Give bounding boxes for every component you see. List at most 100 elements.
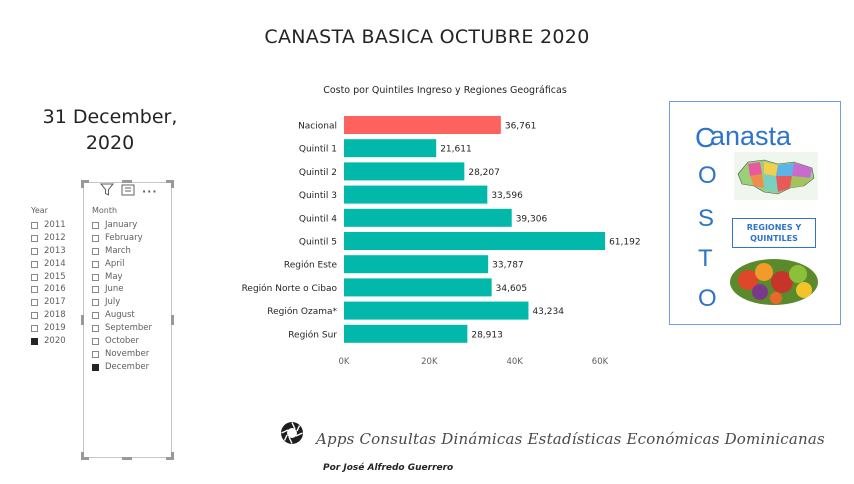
bar[interactable] <box>344 324 468 343</box>
checkbox[interactable] <box>31 247 38 255</box>
month-item-label: August <box>105 310 135 321</box>
year-item[interactable]: 2016 <box>31 283 81 296</box>
category-label: Región Sur <box>288 329 337 340</box>
costo-letter: C <box>695 122 716 153</box>
checkbox[interactable] <box>92 247 99 255</box>
costo-letter: T <box>698 245 713 272</box>
month-item-label: October <box>105 336 140 347</box>
year-item-label: 2018 <box>44 310 66 321</box>
data-label: 33,596 <box>491 191 523 201</box>
checkbox[interactable] <box>31 260 38 268</box>
year-item[interactable]: 2017 <box>31 296 81 309</box>
month-item[interactable]: June <box>92 283 172 296</box>
year-item[interactable]: 2011 <box>31 219 81 232</box>
category-label: Quintil 2 <box>299 168 337 178</box>
data-label: 28,207 <box>468 168 500 178</box>
checkbox[interactable] <box>31 221 38 229</box>
x-tick-label: 40K <box>506 357 523 367</box>
year-item[interactable]: 2013 <box>31 245 81 258</box>
category-label: Región Este <box>284 260 338 271</box>
year-item[interactable]: 2018 <box>31 309 81 322</box>
bar[interactable] <box>344 255 489 274</box>
bar[interactable] <box>344 116 501 134</box>
checkbox[interactable] <box>31 234 38 242</box>
month-item[interactable]: January <box>92 219 172 232</box>
bar[interactable] <box>344 139 437 158</box>
month-item[interactable]: July <box>92 296 172 309</box>
checkbox[interactable] <box>92 286 99 294</box>
checkbox[interactable] <box>31 337 38 345</box>
bar[interactable] <box>344 301 529 320</box>
year-item[interactable]: 2012 <box>31 232 81 245</box>
focus-mode-icon[interactable] <box>121 184 135 199</box>
month-item[interactable]: October <box>92 335 172 348</box>
checkbox[interactable] <box>31 312 38 320</box>
month-item[interactable]: May <box>92 271 172 284</box>
month-item[interactable]: April <box>92 258 172 271</box>
bar[interactable] <box>344 208 512 227</box>
data-label: 43,234 <box>532 307 564 317</box>
month-item-label: January <box>105 220 138 230</box>
month-item[interactable]: August <box>92 309 172 322</box>
year-slicer: Year 2011 2012 2013 2014 2015 2016 2017 2018 201… <box>31 206 81 348</box>
costo-letter: O <box>698 162 717 189</box>
footer-author: Por José Alfredo Guerrero <box>323 463 454 473</box>
bar[interactable] <box>344 278 492 297</box>
checkbox[interactable] <box>92 299 99 307</box>
checkbox[interactable] <box>92 337 99 345</box>
year-item[interactable]: 2015 <box>31 271 81 284</box>
checkbox[interactable] <box>92 260 99 268</box>
more-options-icon[interactable]: ··· <box>142 184 158 198</box>
year-item[interactable]: 2014 <box>31 258 81 271</box>
checkbox[interactable] <box>31 273 38 281</box>
vegetables-picture <box>730 259 818 305</box>
year-item-label: 2013 <box>44 245 66 256</box>
page-title: CANASTA BASICA OCTUBRE 2020 <box>264 26 590 48</box>
canasta-word: anasta <box>710 121 792 151</box>
x-tick-label: 60K <box>592 357 609 367</box>
year-item[interactable]: 2019 <box>31 322 81 335</box>
year-item-label: 2014 <box>44 258 66 269</box>
checkbox[interactable] <box>92 221 99 229</box>
checkbox[interactable] <box>92 312 99 320</box>
month-item[interactable]: September <box>92 322 172 335</box>
category-label: Quintil 1 <box>299 145 337 155</box>
data-label: 33,787 <box>492 261 523 271</box>
year-item[interactable]: 2020 <box>31 335 81 348</box>
checkbox[interactable] <box>31 286 38 294</box>
checkbox[interactable] <box>92 363 99 371</box>
data-label: 21,611 <box>440 145 472 155</box>
footer-apps-title: Apps Consultas Dinámicas Estadísticas Ec… <box>316 430 825 448</box>
month-item[interactable]: December <box>92 361 172 374</box>
month-slicer-frame <box>81 180 174 460</box>
visual-header-toolbar: ··· <box>99 183 170 199</box>
regiones-quintiles-box: REGIONES Y QUINTILES <box>732 218 816 248</box>
year-item-label: 2015 <box>44 271 66 282</box>
costo-letter: O <box>698 285 717 312</box>
year-item-label: 2017 <box>44 297 66 308</box>
category-label: Quintil 4 <box>299 214 337 224</box>
category-label: Quintil 3 <box>299 191 337 201</box>
date-card: 31 December, 2020 <box>42 106 178 154</box>
checkbox[interactable] <box>92 325 99 333</box>
checkbox[interactable] <box>92 234 99 242</box>
month-list: January February March April May June July Augu… <box>92 219 172 374</box>
filter-icon[interactable] <box>99 183 115 199</box>
category-label: Región Ozama* <box>267 306 337 317</box>
year-list: 2011 2012 2013 2014 2015 2016 2017 2018 2019 2020 <box>31 219 81 348</box>
month-item-label: February <box>105 232 143 243</box>
month-item[interactable]: November <box>92 348 172 361</box>
month-item[interactable]: February <box>92 232 172 245</box>
bar[interactable] <box>344 185 488 204</box>
data-label: 34,605 <box>496 284 528 294</box>
checkbox[interactable] <box>92 350 99 358</box>
category-label: Quintil 5 <box>299 238 337 248</box>
checkbox[interactable] <box>31 299 38 307</box>
checkbox[interactable] <box>31 325 38 333</box>
month-item[interactable]: March <box>92 245 172 258</box>
checkbox[interactable] <box>92 273 99 281</box>
bar[interactable] <box>344 162 465 181</box>
category-label: Nacional <box>298 122 337 132</box>
month-item-label: September <box>105 323 152 334</box>
bar[interactable] <box>344 232 606 250</box>
